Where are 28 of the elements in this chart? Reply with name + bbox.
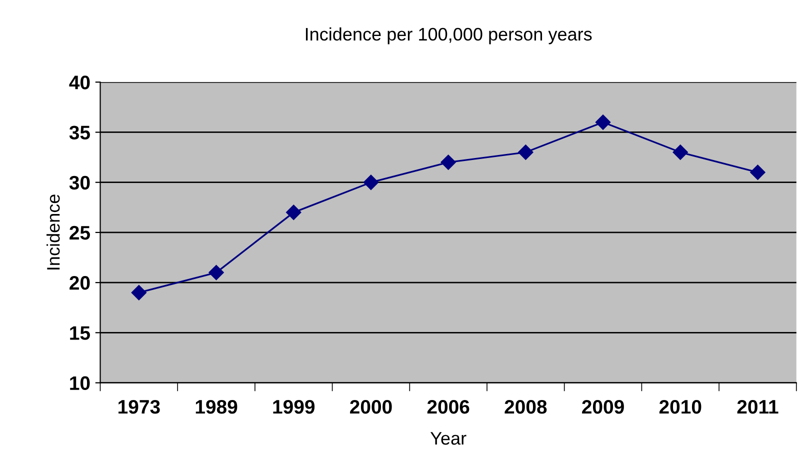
x-tick-label: 1973 (118, 400, 160, 414)
point (672, 144, 688, 160)
point (363, 174, 379, 190)
y-tick-label: 10 (70, 376, 90, 390)
point (595, 114, 611, 130)
point (518, 144, 534, 160)
point (131, 285, 146, 300)
x-axis-title: Year (430, 432, 466, 445)
y-tick-label: 40 (69, 76, 90, 90)
x-tick-label: 2009 (582, 400, 624, 414)
y-tick-label: 15 (70, 326, 90, 340)
y-tick-label: 35 (69, 126, 90, 140)
x-tick-label: 2011 (737, 400, 778, 414)
point (286, 204, 302, 220)
x-tick-label: 2000 (350, 400, 392, 414)
point (440, 154, 456, 170)
chart-title: Incidence per 100,000 person years (306, 27, 592, 44)
x-tick-label: 2008 (504, 400, 547, 414)
y-tick-label: 30 (69, 176, 90, 190)
x-tick-label: 1989 (196, 400, 238, 414)
y-tick-label: 20 (70, 276, 90, 290)
point (208, 264, 224, 280)
x-tick-label: 2010 (659, 400, 702, 414)
y-tick-label: 25 (70, 226, 90, 240)
x-tick-label: 2006 (427, 400, 470, 414)
x-tick-label: 1999 (273, 400, 315, 414)
point (750, 164, 766, 180)
y-axis-title: Incidence (46, 194, 60, 270)
